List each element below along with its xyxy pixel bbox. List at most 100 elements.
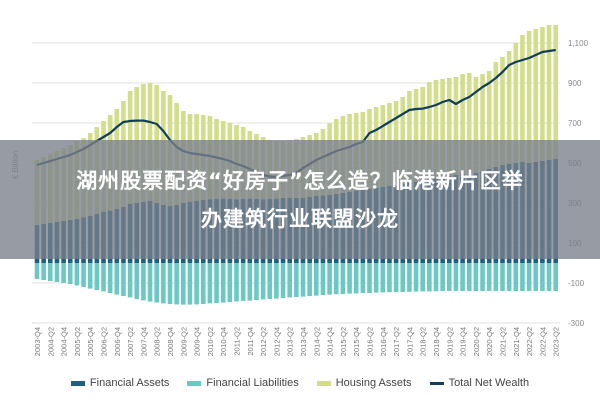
bar-financial-liabilities: [127, 263, 133, 298]
x-tick-label: 2021-Q4: [512, 327, 521, 356]
x-tick-label: 2022-Q2: [525, 327, 534, 356]
bar-financial-liabilities: [107, 263, 113, 293]
bar-housing-assets: [500, 57, 505, 165]
bar-financial-liabilities: [340, 263, 346, 294]
x-tick-label: 2007-Q4: [139, 327, 148, 356]
bar-housing-assets: [466, 73, 472, 175]
bar-housing-assets: [513, 43, 519, 163]
x-tick-label: 2012-Q4: [272, 327, 281, 356]
bar-financial-liabilities: [360, 263, 366, 293]
chart-legend: Financial Assets Financial Liabilities H…: [0, 377, 600, 389]
bar-financial-liabilities: [307, 263, 312, 296]
bar-financial-liabilities: [34, 263, 40, 279]
bar-financial-liabilities: [207, 263, 213, 304]
x-tick-label: 2004-Q4: [60, 327, 69, 356]
x-tick-label: 2017-Q4: [405, 327, 414, 356]
bar-financial-liabilities: [254, 263, 259, 300]
x-tick-label: 2010-Q2: [206, 327, 215, 356]
bar-financial-liabilities: [380, 263, 386, 293]
x-tick-label: 2014-Q4: [326, 327, 335, 356]
legend-label: Total Net Wealth: [448, 377, 530, 389]
bar-financial-liabilities: [240, 263, 246, 301]
bar-financial-liabilities: [147, 263, 153, 302]
bar-financial-liabilities: [247, 263, 253, 301]
x-tick-label: 2008-Q2: [153, 327, 162, 356]
headline-banner[interactable]: 湖州股票配资“好房子”怎么造？临港新片区举 办建筑行业联盟沙龙: [0, 140, 600, 259]
bar-financial-liabilities: [267, 263, 273, 299]
x-tick-label: 2005-Q4: [86, 327, 95, 356]
bar-housing-assets: [433, 80, 439, 178]
bar-housing-assets: [553, 25, 558, 159]
bar-financial-liabilities: [526, 263, 532, 291]
x-tick-label: 2016-Q2: [366, 327, 375, 356]
bar-housing-assets: [407, 91, 412, 183]
bar-financial-liabilities: [181, 263, 186, 305]
bar-financial-liabilities: [187, 263, 193, 305]
x-tick-label: 2014-Q2: [312, 327, 321, 356]
x-tick-label: 2004-Q2: [46, 327, 55, 356]
legend-label: Housing Assets: [335, 377, 412, 389]
bar-housing-assets: [427, 82, 432, 179]
x-tick-label: 2013-Q4: [299, 327, 308, 356]
bar-housing-assets: [420, 87, 425, 181]
x-tick-label: 2013-Q2: [286, 327, 295, 356]
bar-financial-liabilities: [546, 263, 552, 291]
bar-financial-liabilities: [466, 263, 472, 291]
bar-housing-assets: [520, 35, 525, 162]
headline-line-1: 湖州股票配资“好房子”怎么造？临港新片区举: [76, 168, 524, 193]
bar-financial-liabilities: [347, 263, 352, 294]
y-tick-label: -300: [568, 319, 585, 328]
x-tick-label: 2021-Q2: [499, 327, 508, 356]
bar-financial-liabilities: [214, 263, 219, 303]
bar-financial-liabilities: [400, 263, 406, 292]
bar-financial-liabilities: [407, 263, 412, 292]
x-tick-label: 2023-Q2: [552, 327, 561, 356]
x-tick-label: 2009-Q4: [193, 327, 202, 356]
headline-line-2: 办建筑行业联盟沙龙: [201, 206, 399, 231]
bar-financial-liabilities: [420, 263, 425, 292]
bar-financial-liabilities: [447, 263, 452, 291]
legend-item-housing-assets: Housing Assets: [316, 377, 412, 389]
bar-financial-liabilities: [61, 263, 66, 283]
bar-housing-assets: [540, 27, 545, 161]
bar-financial-liabilities: [393, 263, 399, 292]
x-tick-label: 2019-Q4: [459, 327, 468, 356]
x-tick-label: 2012-Q2: [259, 327, 268, 356]
bar-financial-liabilities: [367, 263, 372, 293]
x-tick-label: 2017-Q2: [392, 327, 401, 356]
x-tick-label: 2020-Q2: [472, 327, 481, 356]
x-tick-label: 2005-Q2: [73, 327, 82, 356]
y-tick-label: 900: [568, 79, 582, 88]
x-tick-label: 2006-Q2: [100, 327, 109, 356]
x-tick-label: 2022-Q4: [538, 327, 547, 356]
bar-housing-assets: [460, 74, 465, 174]
bar-financial-liabilities: [506, 263, 512, 291]
bar-housing-assets: [413, 89, 419, 182]
bar-financial-liabilities: [287, 263, 292, 298]
bar-housing-assets: [447, 78, 452, 176]
x-tick-label: 2010-Q4: [219, 327, 228, 356]
bar-housing-assets: [533, 29, 539, 162]
bar-housing-assets: [480, 74, 485, 171]
bar-financial-liabilities: [81, 263, 86, 287]
bar-financial-liabilities: [54, 263, 60, 282]
legend-item-total-net-wealth: Total Net Wealth: [429, 377, 530, 389]
bar-financial-liabilities: [121, 263, 126, 296]
x-tick-label: 2015-Q2: [339, 327, 348, 356]
bar-financial-liabilities: [87, 263, 93, 289]
legend-item-financial-assets: Financial Assets: [70, 377, 169, 389]
x-tick-label: 2011-Q4: [246, 327, 255, 356]
bar-financial-liabilities: [41, 263, 46, 280]
bar-financial-liabilities: [493, 263, 499, 291]
bar-financial-liabilities: [373, 263, 379, 293]
x-tick-label: 2006-Q4: [113, 327, 122, 356]
bar-financial-liabilities: [353, 263, 359, 294]
bar-financial-liabilities: [280, 263, 286, 298]
bar-financial-liabilities: [553, 263, 558, 291]
bar-financial-liabilities: [314, 263, 319, 296]
bar-financial-liabilities: [333, 263, 339, 295]
bar-financial-liabilities: [101, 263, 106, 292]
y-tick-label: 700: [568, 119, 582, 128]
bar-financial-liabilities: [513, 263, 519, 291]
bar-financial-liabilities: [94, 263, 100, 290]
